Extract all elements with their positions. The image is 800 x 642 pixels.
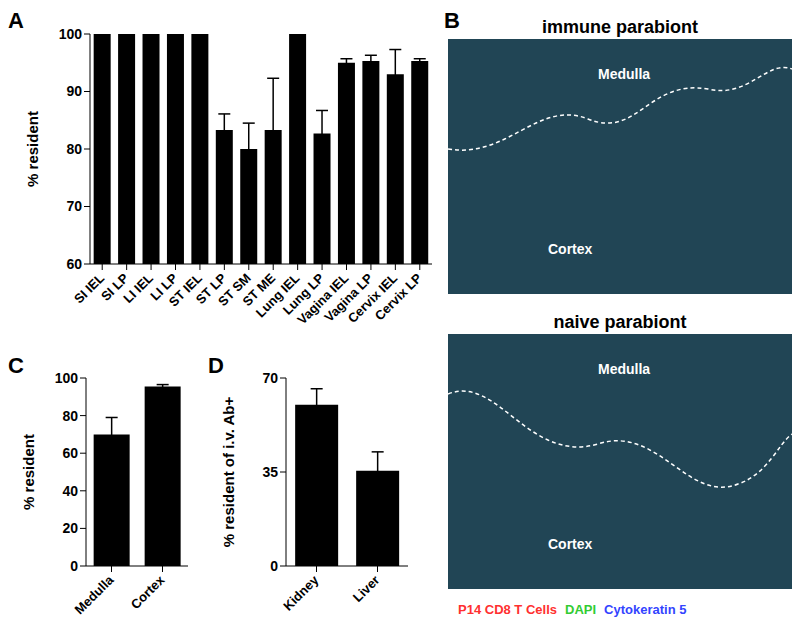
svg-text:Lung IEL: Lung IEL [252, 270, 303, 321]
svg-text:80: 80 [62, 408, 78, 424]
svg-text:SI LP: SI LP [98, 270, 132, 304]
svg-text:60: 60 [66, 256, 82, 272]
svg-text:40: 40 [62, 483, 78, 499]
html-text:C: C [8, 353, 24, 378]
svg-text:Liver: Liver [350, 572, 383, 605]
svg-text:0: 0 [70, 558, 78, 574]
html-text:D: D [208, 353, 224, 378]
svg-text:Cortex: Cortex [548, 241, 593, 257]
svg-text:Kidney: Kidney [280, 572, 322, 614]
svg-text:90: 90 [66, 83, 82, 99]
svg-text:LI LP: LI LP [147, 270, 181, 304]
svg-text:immune parabiont: immune parabiont [542, 17, 698, 37]
svg-text:80: 80 [66, 141, 82, 157]
svg-text:70: 70 [66, 198, 82, 214]
svg-text:Medulla: Medulla [72, 572, 117, 617]
svg-text:Cervix IEL: Cervix IEL [344, 270, 401, 326]
svg-text:Cortex: Cortex [128, 572, 168, 612]
svg-text:naive parabiont: naive parabiont [553, 312, 686, 332]
svg-text:60: 60 [62, 445, 78, 461]
svg-text:70: 70 [262, 370, 278, 386]
html-text:B: B [444, 8, 460, 33]
html-text:A: A [8, 8, 24, 33]
svg-text:Vagina LP: Vagina LP [321, 270, 376, 325]
svg-text:0: 0 [270, 558, 278, 574]
svg-text:Cervix LP: Cervix LP [372, 270, 425, 323]
svg-text:P14 CD8 T CellsDAPICytokeratin: P14 CD8 T CellsDAPICytokeratin 5 [458, 602, 686, 617]
svg-text:ST ME: ST ME [239, 270, 279, 309]
svg-text:20: 20 [62, 520, 78, 536]
svg-text:SI IEL: SI IEL [71, 270, 108, 307]
svg-text:ST SM: ST SM [215, 270, 254, 309]
svg-text:Medulla: Medulla [598, 66, 650, 82]
svg-text:% resident of i.v. Ab+: % resident of i.v. Ab+ [220, 397, 237, 548]
svg-text:ST LP: ST LP [192, 270, 230, 307]
svg-text:100: 100 [55, 370, 79, 386]
svg-text:% resident: % resident [20, 434, 37, 510]
svg-text:Cortex: Cortex [548, 536, 593, 552]
svg-text:35: 35 [262, 464, 278, 480]
svg-text:Lung LP: Lung LP [279, 270, 327, 318]
svg-text:Vagina IEL: Vagina IEL [294, 270, 352, 328]
svg-text:LI IEL: LI IEL [120, 270, 156, 306]
svg-text:% resident: % resident [24, 111, 41, 187]
svg-text:Medulla: Medulla [598, 361, 650, 377]
svg-text:100: 100 [59, 26, 83, 42]
svg-text:ST IEL: ST IEL [165, 270, 205, 310]
